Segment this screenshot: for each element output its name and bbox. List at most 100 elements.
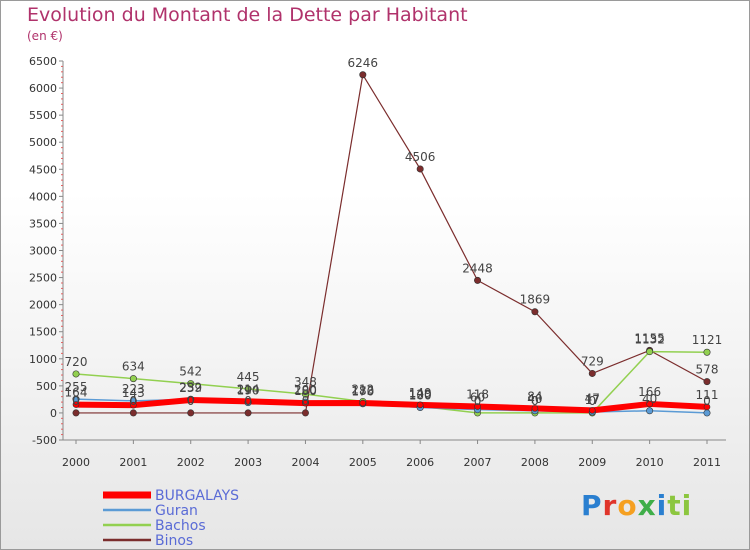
data-label-bachos: 720 (65, 355, 88, 369)
y-tick-label: 6500 (29, 55, 57, 68)
x-tick-label: 2008 (521, 456, 549, 469)
data-label-binos: 1155 (634, 331, 665, 345)
data-label-burgalays: 164 (65, 386, 88, 400)
data-point-bachos (703, 348, 711, 356)
data-label-guran: 170 (351, 385, 374, 399)
x-tick-label: 2006 (406, 456, 434, 469)
data-label-bachos: 445 (237, 370, 260, 384)
data-point-binos (244, 409, 252, 417)
data-point-guran (703, 409, 711, 417)
data-label-binos: 6246 (348, 56, 379, 70)
data-point-guran (646, 407, 654, 415)
chart-unit-label: (en €) (27, 29, 63, 43)
data-point-binos (72, 409, 80, 417)
y-tick-label: 6000 (29, 82, 57, 95)
legend-label-bachos: Bachos (155, 518, 206, 534)
data-point-binos (531, 308, 539, 316)
y-tick-label: 1500 (29, 326, 57, 339)
data-label-binos: 0 (130, 394, 138, 408)
data-label-binos: 0 (187, 394, 195, 408)
data-point-bachos (244, 385, 252, 393)
data-label-bachos: 0 (474, 394, 482, 408)
x-tick-label: 2007 (464, 456, 492, 469)
data-point-burgalays (474, 403, 481, 410)
data-point-burgalays (531, 405, 539, 412)
data-point-bachos (301, 390, 309, 398)
data-label-burgalays: 47 (585, 391, 600, 405)
data-point-bachos (72, 370, 80, 378)
data-point-burgalays (359, 399, 367, 407)
data-label-bachos: 1121 (692, 333, 723, 347)
legend-label-binos: Binos (155, 533, 193, 549)
data-label-guran: 190 (237, 384, 260, 398)
data-label-burgalays: 143 (122, 386, 145, 400)
data-point-binos (474, 276, 482, 284)
proxiti-logo: Proxiti (581, 489, 693, 522)
x-tick-label: 2011 (693, 456, 721, 469)
data-label-binos: 0 (72, 394, 80, 408)
y-tick-label: 2500 (29, 272, 57, 285)
legend-label-burgalays: BURGALAYS (155, 488, 239, 504)
legend-label-guran: Guran (155, 503, 198, 519)
y-tick-label: 3500 (29, 217, 57, 230)
data-point-burgalays (72, 401, 80, 408)
data-label-binos: 0 (302, 394, 310, 408)
y-tick-label: 4500 (29, 163, 57, 176)
data-label-burgalays: 166 (638, 385, 661, 399)
y-tick-label: 0 (50, 407, 57, 420)
data-point-burgalays (646, 400, 653, 408)
x-tick-label: 2010 (636, 456, 664, 469)
data-point-bachos (646, 348, 654, 356)
data-point-binos (187, 409, 195, 417)
data-label-binos: 2448 (462, 261, 493, 275)
series-line-binos (76, 74, 708, 414)
data-label-guran: 60 (470, 391, 485, 405)
y-tick-label: 5500 (29, 109, 57, 122)
data-label-burgalays: 84 (527, 389, 542, 403)
series-line-burgalays (75, 396, 708, 414)
data-label-binos: 1869 (520, 293, 551, 307)
y-tick-label: -500 (32, 434, 57, 447)
data-label-binos: 4506 (405, 150, 436, 164)
data-point-binos (301, 409, 309, 417)
data-label-bachos: 0 (531, 394, 539, 408)
data-point-bachos (187, 380, 195, 388)
data-label-binos: 578 (696, 363, 719, 377)
y-tick-label: 5000 (29, 136, 57, 149)
data-label-bachos: 348 (294, 375, 317, 389)
x-tick-label: 2009 (578, 456, 606, 469)
data-label-burgalays: 111 (696, 388, 719, 402)
chart-title: Evolution du Montant de la Dette par Hab… (27, 4, 468, 26)
data-label-bachos: 1132 (634, 333, 665, 347)
data-label-binos: 729 (581, 354, 604, 368)
data-label-bachos: 0 (588, 394, 596, 408)
x-tick-label: 2000 (62, 456, 90, 469)
data-point-burgalays (302, 399, 309, 407)
y-tick-label: 4000 (29, 190, 57, 203)
y-tick-label: 3000 (29, 245, 57, 258)
data-point-burgalays (244, 398, 252, 405)
data-label-guran: 40 (642, 392, 657, 406)
data-point-bachos (129, 375, 137, 383)
data-point-burgalays (130, 401, 137, 409)
x-tick-label: 2001 (119, 456, 147, 469)
data-point-burgalays (416, 401, 424, 409)
data-label-bachos: 634 (122, 360, 145, 374)
x-tick-label: 2005 (349, 456, 377, 469)
y-tick-label: 2000 (29, 299, 57, 312)
data-label-burgalays: 214 (237, 382, 260, 396)
data-point-burgalays (703, 403, 711, 411)
data-label-burgalays: 118 (466, 388, 489, 402)
data-label-guran: 252 (179, 380, 202, 394)
data-label-guran: 200 (294, 383, 317, 397)
data-label-guran: 255 (65, 380, 88, 394)
data-label-burgalays: 183 (351, 384, 374, 398)
data-point-binos (129, 409, 137, 417)
x-tick-label: 2002 (177, 456, 205, 469)
data-label-guran: 100 (409, 389, 432, 403)
data-point-binos (588, 369, 596, 377)
data-label-guran: 17 (585, 393, 600, 407)
y-tick-label: 1000 (29, 353, 57, 366)
